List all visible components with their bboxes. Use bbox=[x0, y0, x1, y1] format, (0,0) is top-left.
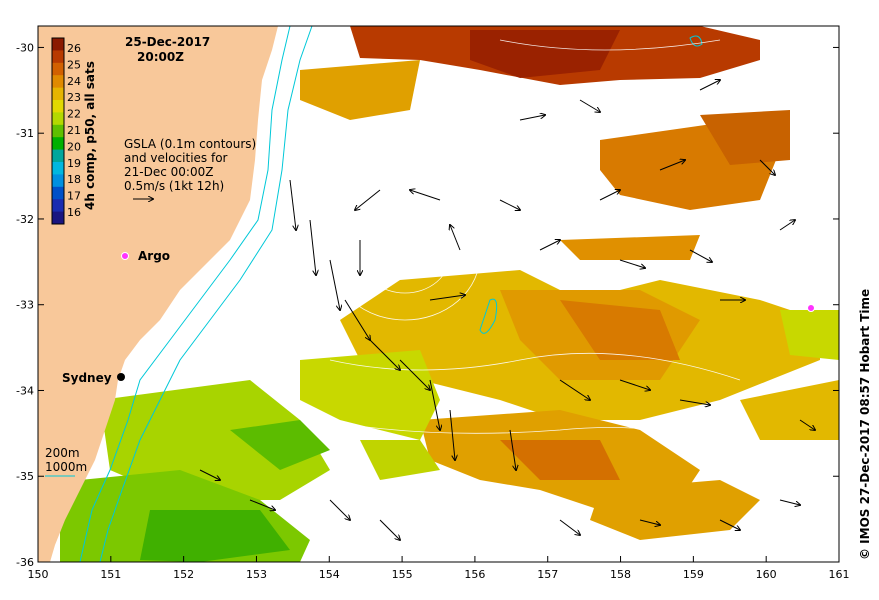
map-time: 20:00Z bbox=[137, 50, 184, 64]
x-tick-label: 150 bbox=[28, 568, 49, 581]
x-tick-label: 158 bbox=[610, 568, 631, 581]
colorbar-tick-label: 16 bbox=[67, 206, 81, 219]
colorbar-label: 4h comp, p50, all sats bbox=[83, 61, 97, 210]
colorbar-segment bbox=[52, 100, 64, 113]
y-tick-label: -30 bbox=[16, 41, 34, 54]
legend-line1: GSLA (0.1m contours) bbox=[124, 137, 256, 151]
credit-strip: © IMOS 27-Dec-2017 08:57 Hobart Time bbox=[858, 289, 872, 560]
colorbar-tick-label: 22 bbox=[67, 108, 81, 121]
sydney-label: Sydney bbox=[62, 371, 112, 385]
y-tick-label: -35 bbox=[16, 470, 34, 483]
x-tick-label: 161 bbox=[829, 568, 850, 581]
colorbar-tick-label: 20 bbox=[67, 140, 81, 153]
x-tick-label: 151 bbox=[100, 568, 121, 581]
x-tick-label: 156 bbox=[464, 568, 485, 581]
colorbar-tick-label: 26 bbox=[67, 42, 81, 55]
y-axis: -30 -31 -32 -33 -34 -35 -36 bbox=[16, 41, 839, 569]
isobath-feature bbox=[479, 35, 703, 334]
colorbar-segment bbox=[52, 199, 64, 213]
colorbar-tick-label: 19 bbox=[67, 157, 81, 170]
legend-line3: 21-Dec 00:00Z bbox=[124, 165, 213, 179]
colorbar-tick-label: 24 bbox=[67, 75, 81, 88]
y-tick-label: -36 bbox=[16, 556, 34, 569]
x-tick-label: 152 bbox=[173, 568, 194, 581]
x-tick-label: 159 bbox=[683, 568, 704, 581]
x-tick-label: 155 bbox=[392, 568, 413, 581]
colorbar-segment bbox=[52, 87, 64, 101]
depth-deep-label: 1000m bbox=[45, 460, 87, 474]
colorbar-tick-label: 23 bbox=[67, 91, 81, 104]
x-tick-label: 160 bbox=[756, 568, 777, 581]
colorbar-segment bbox=[52, 149, 64, 163]
velocity-arrows bbox=[199, 80, 815, 540]
y-tick-label: -34 bbox=[16, 384, 34, 397]
x-tick-label: 153 bbox=[246, 568, 267, 581]
colorbar-segment bbox=[52, 162, 64, 175]
legend-line2: and velocities for bbox=[124, 151, 228, 165]
colorbar-frame bbox=[51, 37, 65, 225]
argo-markers bbox=[121, 252, 815, 312]
colorbar-segment bbox=[52, 50, 64, 64]
x-tick-label: 154 bbox=[319, 568, 340, 581]
isobath-200m bbox=[79, 26, 291, 562]
y-tick-label: -31 bbox=[16, 127, 34, 140]
colorbar-segment bbox=[52, 186, 64, 200]
depth-shallow-label: 200m bbox=[45, 446, 80, 460]
sst-field bbox=[60, 26, 839, 562]
colorbar-segment bbox=[52, 124, 64, 138]
x-axis: 150 151 152 153 154 155 156 157 158 159 160 161 bbox=[28, 556, 850, 581]
colorbar-tick-label: 17 bbox=[67, 190, 81, 203]
sydney-marker bbox=[117, 373, 125, 381]
isobath-1000m bbox=[99, 26, 313, 562]
colorbar: 26 25 24 23 22 21 20 19 18 17 16 bbox=[51, 37, 81, 225]
credit-text: © IMOS 27-Dec-2017 08:57 Hobart Time bbox=[858, 289, 872, 560]
colorbar-segment bbox=[52, 62, 64, 76]
plot-frame bbox=[37, 25, 840, 563]
colorbar-segment bbox=[52, 137, 64, 151]
colorbar-tick-label: 25 bbox=[67, 58, 81, 71]
land-mass bbox=[38, 26, 278, 562]
colorbar-segment bbox=[52, 211, 64, 225]
colorbar-tick-label: 21 bbox=[67, 124, 81, 137]
colorbar-segment bbox=[52, 38, 64, 51]
sla-contours bbox=[319, 39, 761, 451]
colorbar-tick-label: 18 bbox=[67, 173, 81, 186]
x-tick-label: 157 bbox=[537, 568, 558, 581]
y-tick-label: -32 bbox=[16, 213, 34, 226]
map-date: 25-Dec-2017 bbox=[125, 35, 210, 49]
y-tick-label: -33 bbox=[16, 299, 34, 312]
colorbar-segment bbox=[52, 75, 64, 89]
legend-line4: 0.5m/s (1kt 12h) bbox=[124, 179, 224, 193]
argo-float bbox=[807, 304, 815, 312]
argo-float bbox=[121, 252, 129, 260]
colorbar-segment bbox=[52, 174, 64, 188]
argo-label: Argo bbox=[138, 249, 170, 263]
colorbar-segment bbox=[52, 112, 64, 126]
